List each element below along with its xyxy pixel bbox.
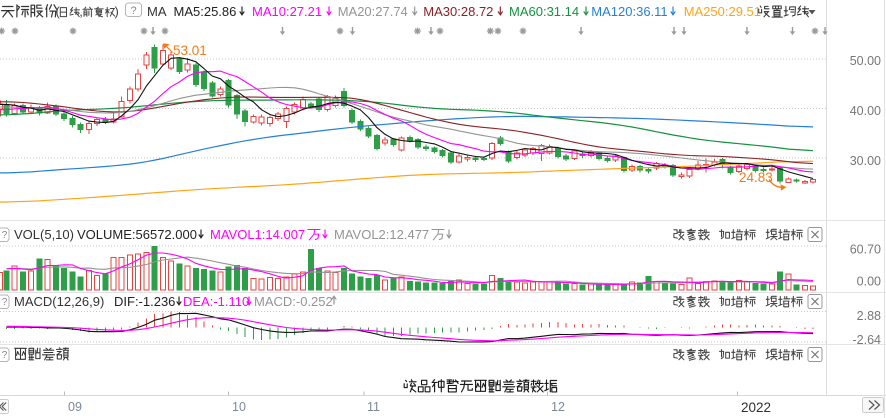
svg-text:MACD:-0.252: MACD:-0.252 [254,294,333,309]
svg-text:-2.64: -2.64 [853,333,882,347]
svg-text:50.00: 50.00 [850,54,881,68]
svg-text:MACD(12,26,9): MACD(12,26,9) [14,294,104,309]
svg-text:MA20:27.74: MA20:27.74 [338,4,408,19]
svg-text:0.00: 0.00 [857,275,881,289]
svg-text:VOL(5,10): VOL(5,10) [14,227,74,242]
svg-text:12: 12 [551,400,565,414]
svg-text:DIF:-1.236: DIF:-1.236 [114,294,175,309]
svg-text:10: 10 [232,400,246,414]
svg-text:MA5:25.86: MA5:25.86 [174,4,237,19]
svg-text:(: ( [56,4,61,19]
svg-text:MA10:27.21: MA10:27.21 [252,4,322,19]
svg-text:VOLUME:56572.000: VOLUME:56572.000 [77,227,197,242]
svg-text:2022: 2022 [741,400,771,415]
svg-text:DEA:-1.110: DEA:-1.110 [183,294,249,309]
svg-text:MAVOL1:14.007: MAVOL1:14.007 [210,227,305,242]
svg-text:11: 11 [367,400,380,414]
svg-text:MA120:36.11: MA120:36.11 [591,4,667,19]
svg-text:24.83: 24.83 [739,170,773,185]
svg-text:53.01: 53.01 [173,43,207,58]
svg-text:): ) [115,4,119,19]
svg-text:40.00: 40.00 [850,104,881,118]
svg-text:MAVOL2:12.477: MAVOL2:12.477 [334,227,429,242]
svg-text:09: 09 [68,400,82,414]
svg-text:?: ? [2,297,8,308]
svg-text:30.00: 30.00 [850,154,881,168]
svg-text:MA60:31.14: MA60:31.14 [509,4,579,19]
svg-text:?: ? [2,350,8,361]
svg-text:?: ? [2,230,8,241]
svg-text:?: ? [130,5,136,17]
svg-text:2.88: 2.88 [857,309,881,323]
svg-text:60.70: 60.70 [850,243,881,257]
svg-text:MA: MA [147,4,167,19]
svg-text:MA30:28.72: MA30:28.72 [423,4,493,19]
svg-text:MA250:29.51: MA250:29.51 [684,4,761,19]
svg-text:,: , [79,4,83,19]
